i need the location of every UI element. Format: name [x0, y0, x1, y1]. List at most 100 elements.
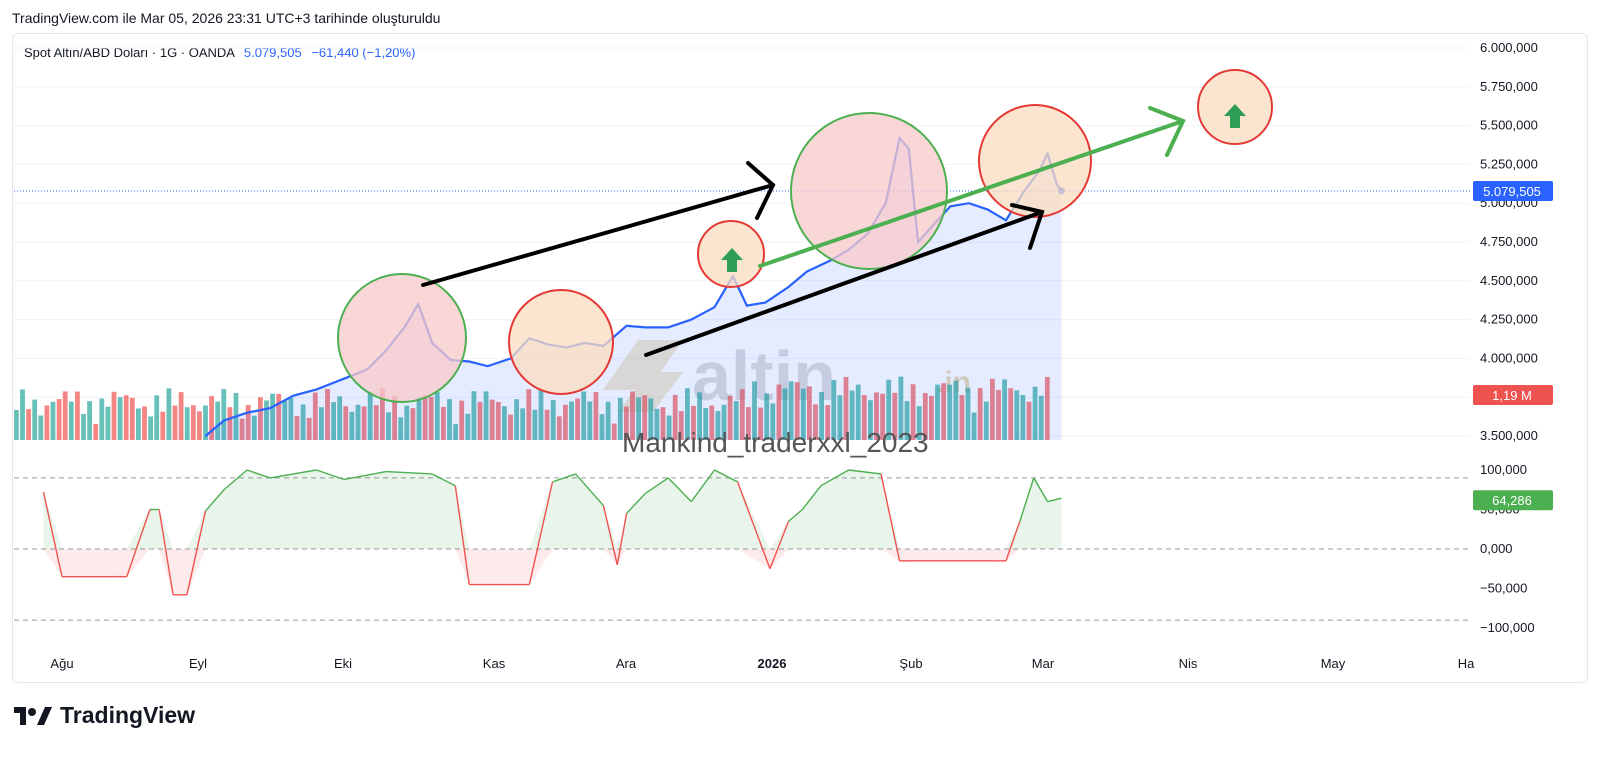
trend-arrow[interactable]	[758, 119, 1185, 268]
volume-bar	[672, 394, 678, 440]
volume-bar	[209, 396, 214, 440]
volume-bar	[624, 406, 629, 440]
osc-line-segment	[690, 469, 716, 503]
volume-bar	[904, 400, 910, 440]
annotation-circle[interactable]	[508, 289, 614, 395]
volume-bar	[611, 423, 617, 440]
osc-line-segment	[552, 473, 576, 483]
time-tick-label: Ha	[1458, 656, 1475, 671]
volume-bar	[459, 400, 465, 440]
volume-bar	[197, 411, 202, 440]
volume-bars	[14, 376, 1050, 440]
header-caption: TradingView.com ile Mar 05, 2026 23:31 U…	[12, 10, 441, 26]
osc-line-segment	[223, 469, 248, 491]
volume-bar	[221, 389, 227, 440]
osc-line-segment	[270, 473, 294, 479]
volume-bar	[764, 393, 770, 440]
arrow-head-icon	[1010, 203, 1045, 250]
price-tick-label: 5.750,000	[1480, 79, 1538, 94]
trend-arrow[interactable]	[644, 210, 1044, 357]
annotation-circle[interactable]	[790, 112, 948, 270]
volume-bar	[32, 399, 38, 440]
volume-bar	[75, 391, 80, 440]
volume-bar	[68, 401, 74, 440]
volume-bar	[489, 399, 495, 440]
volume-bar	[837, 395, 843, 440]
volume-bar	[1002, 379, 1007, 440]
last-price-badge: 5.079,505	[1483, 184, 1541, 199]
osc-line-segment	[667, 477, 692, 503]
volume-bar	[404, 405, 410, 440]
volume-bar	[886, 379, 892, 440]
osc-line-segment	[848, 469, 882, 475]
volume-bar	[471, 391, 477, 440]
oscillator-series	[42, 469, 1062, 596]
last-price-badge-bg	[1473, 181, 1553, 201]
volume-bar	[648, 398, 654, 440]
volume-bar	[398, 417, 404, 440]
osc-line-segment	[1047, 497, 1062, 503]
volume-bar	[386, 412, 391, 440]
osc-line-segment	[1005, 521, 1021, 562]
symbol-name[interactable]: Spot Altın/ABD Doları · 1G · OANDA	[24, 45, 235, 60]
watermark: altin .in	[603, 337, 971, 415]
time-tick-label: Mar	[1032, 656, 1055, 671]
volume-bar	[184, 407, 190, 440]
volume-bar	[1032, 386, 1038, 440]
volume-bar	[697, 392, 702, 440]
volume-bar	[819, 391, 824, 440]
volume-bar	[953, 380, 959, 440]
volume-bar	[898, 376, 904, 440]
legend-change: −61,440 (−1,20%)	[311, 45, 416, 60]
symbol-legend[interactable]: Spot Altın/ABD Doları · 1G · OANDA 5.079…	[24, 45, 415, 60]
volume-bar	[331, 402, 336, 440]
tradingview-footer[interactable]: TradingView	[14, 702, 195, 729]
osc-line-segment	[42, 491, 63, 577]
volume-bar	[166, 388, 172, 440]
volume-bar	[1026, 401, 1032, 440]
annotation-circle[interactable]	[978, 104, 1092, 218]
osc-negative-fill	[43, 549, 1062, 595]
volume-bar	[129, 397, 135, 440]
volume-bar	[99, 398, 105, 440]
volume-bar	[410, 408, 416, 440]
volume-bar	[373, 405, 379, 440]
up-arrow-icon	[1224, 104, 1246, 128]
volume-bar	[990, 378, 995, 440]
osc-line-segment	[820, 469, 849, 487]
volume-bar	[38, 415, 44, 440]
volume-bar	[441, 406, 446, 440]
volume-bar	[160, 411, 166, 440]
osc-line-segment	[602, 505, 618, 565]
osc-line-segment	[385, 470, 433, 475]
volume-bar	[20, 389, 25, 440]
volume-bar	[996, 389, 1001, 440]
volume-bar	[447, 399, 452, 440]
annotation-arrows	[421, 106, 1186, 357]
volume-bar	[947, 384, 953, 440]
volume-bar	[813, 404, 818, 440]
osc-line-segment	[126, 509, 151, 577]
volume-bar	[770, 403, 776, 440]
volume-bar	[142, 406, 147, 440]
volume-bar	[581, 391, 587, 440]
price-axis: 6.000,0005.750,0005.500,0005.250,0005.00…	[1480, 40, 1538, 635]
annotation-circle[interactable]	[337, 273, 467, 403]
time-tick-label: Ara	[616, 656, 637, 671]
volume-bar	[245, 405, 251, 440]
volume-bar	[465, 413, 471, 440]
volume-bar	[380, 388, 385, 440]
volume-bar	[849, 390, 855, 440]
trend-arrow[interactable]	[421, 183, 775, 287]
osc-value-badge-bg	[1473, 490, 1553, 511]
volume-bar	[715, 410, 721, 440]
volume-bar	[337, 396, 343, 440]
volume-bar	[148, 416, 153, 440]
volume-badge: 1,19 M	[1492, 388, 1532, 403]
osc-positive-fill	[43, 470, 1062, 549]
volume-bar	[26, 409, 31, 440]
osc-line-segment	[344, 470, 387, 481]
time-tick-label: Nis	[1179, 656, 1198, 671]
arrow-head-icon	[746, 161, 776, 220]
